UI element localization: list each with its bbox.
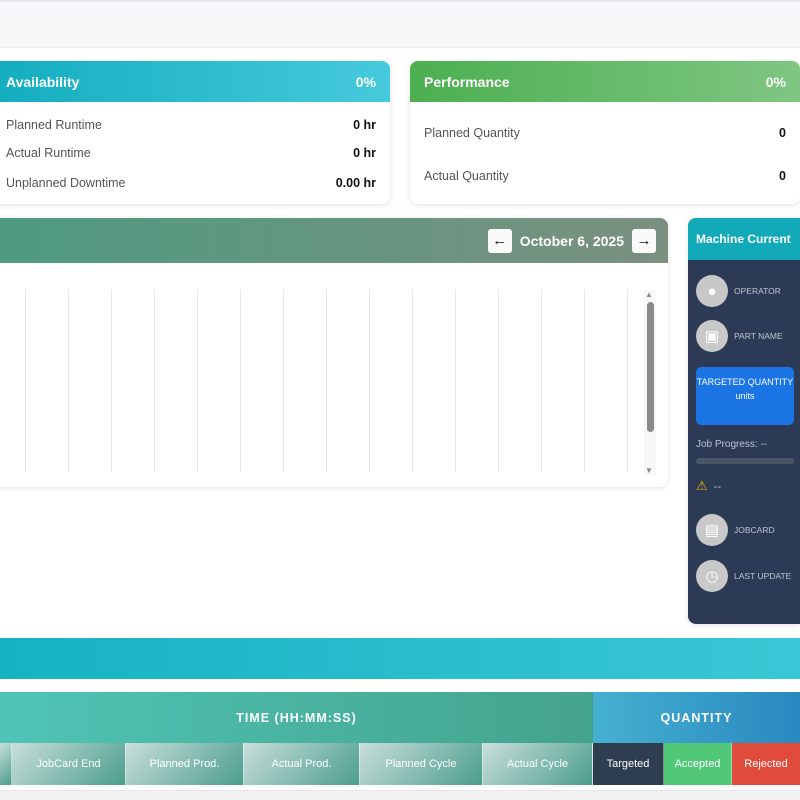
label: Planned Quantity (424, 126, 520, 140)
timeline-scrollbar[interactable]: ▲ ▼ (644, 290, 656, 475)
jobcard-item: ▤ JOBCARD (696, 514, 775, 546)
grid-line (326, 290, 327, 472)
value: 0 hr (353, 118, 376, 132)
grid-line (584, 290, 585, 472)
grid-line (25, 290, 26, 472)
availability-card: Availability 0% Planned Runtime 0 hr Actua… (0, 61, 390, 204)
planned-runtime-row: Planned Runtime 0 hr (0, 118, 390, 146)
label: Actual Runtime (6, 146, 91, 160)
grid-line (154, 290, 155, 472)
operator-item: ● OPERATOR (696, 275, 781, 307)
machine-title: Machine Current (696, 232, 791, 246)
grid-line (197, 290, 198, 472)
planned-quantity-row: Planned Quantity 0 (410, 126, 800, 169)
unplanned-downtime-row: Unplanned Downtime 0.00 hr (0, 176, 390, 190)
grid-line (627, 290, 628, 472)
value: 0.00 hr (335, 176, 376, 190)
column-header (0, 743, 12, 785)
availability-header: Availability 0% (0, 61, 390, 102)
units-label: units (735, 391, 755, 401)
column-header: Rejected (732, 743, 800, 785)
column-header: JobCard End (12, 743, 126, 785)
value: 0 (779, 169, 786, 183)
scroll-down-icon[interactable]: ▼ (645, 466, 653, 475)
actual-quantity-row: Actual Quantity 0 (410, 169, 800, 183)
time-header: TIME (HH:MM:SS) (0, 692, 593, 743)
grid-line (283, 290, 284, 472)
scroll-up-icon[interactable]: ▲ (645, 290, 653, 299)
performance-header: Performance 0% (410, 61, 800, 102)
column-header: Planned Cycle (360, 743, 483, 785)
label: Actual Quantity (424, 169, 509, 183)
warning-icon: ⚠ -- (696, 478, 721, 493)
grid-line (68, 290, 69, 472)
arrow-left-icon[interactable]: ← (487, 228, 512, 253)
column-header: Actual Prod. (244, 743, 360, 785)
label: Unplanned Downtime (6, 176, 126, 190)
availability-title: Availability (6, 73, 80, 90)
part-label: PART NAME (734, 331, 783, 341)
machine-header: Machine Current (688, 218, 800, 260)
grid-line (498, 290, 499, 472)
clock-icon: ◷ (696, 560, 728, 592)
column-header: Planned Prod. (126, 743, 244, 785)
value: 0 (779, 126, 786, 140)
last-update-item: ◷ LAST UPDATE (696, 560, 791, 592)
id-card-icon: ▤ (696, 514, 728, 546)
arrow-right-icon[interactable]: → (632, 228, 656, 253)
job-progress-label: Job Progress: -- (696, 439, 768, 450)
job-progress-bar (696, 458, 794, 464)
top-bar (0, 0, 800, 48)
part-item: ▣ PART NAME (696, 320, 783, 352)
box-icon: ▣ (696, 320, 728, 352)
grid-line (412, 290, 413, 472)
availability-percent: 0% (355, 73, 376, 90)
label: Planned Runtime (6, 118, 102, 132)
performance-card: Performance 0% Planned Quantity 0 Actual Q… (410, 61, 800, 204)
column-header: Targeted (593, 743, 664, 785)
user-icon: ● (696, 275, 728, 307)
actual-runtime-row: Actual Runtime 0 hr (0, 146, 390, 176)
grid-line (541, 290, 542, 472)
section-banner (0, 638, 800, 679)
performance-title: Performance (424, 73, 510, 90)
timeline-date: October 6, 2025 (519, 232, 624, 249)
targeted-label: TARGETED QUANTITY (696, 377, 794, 387)
grid-line (455, 290, 456, 472)
quantity-header: QUANTITY (593, 692, 800, 743)
targeted-quantity-box: TARGETED QUANTITY units (696, 367, 794, 425)
performance-percent: 0% (765, 73, 786, 90)
column-header: Accepted (664, 743, 732, 785)
divider (0, 790, 800, 800)
grid-line (240, 290, 241, 472)
machine-current-card: Machine Current ● OPERATOR ▣ PART NAME TAR… (688, 218, 800, 624)
grid-line (369, 290, 370, 472)
column-header: Actual Cycle (483, 743, 593, 785)
timeline-header: ← October 6, 2025 → (0, 218, 668, 263)
value: 0 hr (353, 146, 376, 160)
timeline-card: ← October 6, 2025 → ▲ ▼ (0, 218, 668, 487)
last-update-label: LAST UPDATE (734, 571, 792, 581)
operator-label: OPERATOR (734, 286, 781, 296)
jobcard-label: JOBCARD (734, 525, 775, 535)
grid-line (111, 290, 112, 472)
warning-text: -- (713, 481, 721, 493)
scroll-thumb[interactable] (647, 302, 654, 432)
